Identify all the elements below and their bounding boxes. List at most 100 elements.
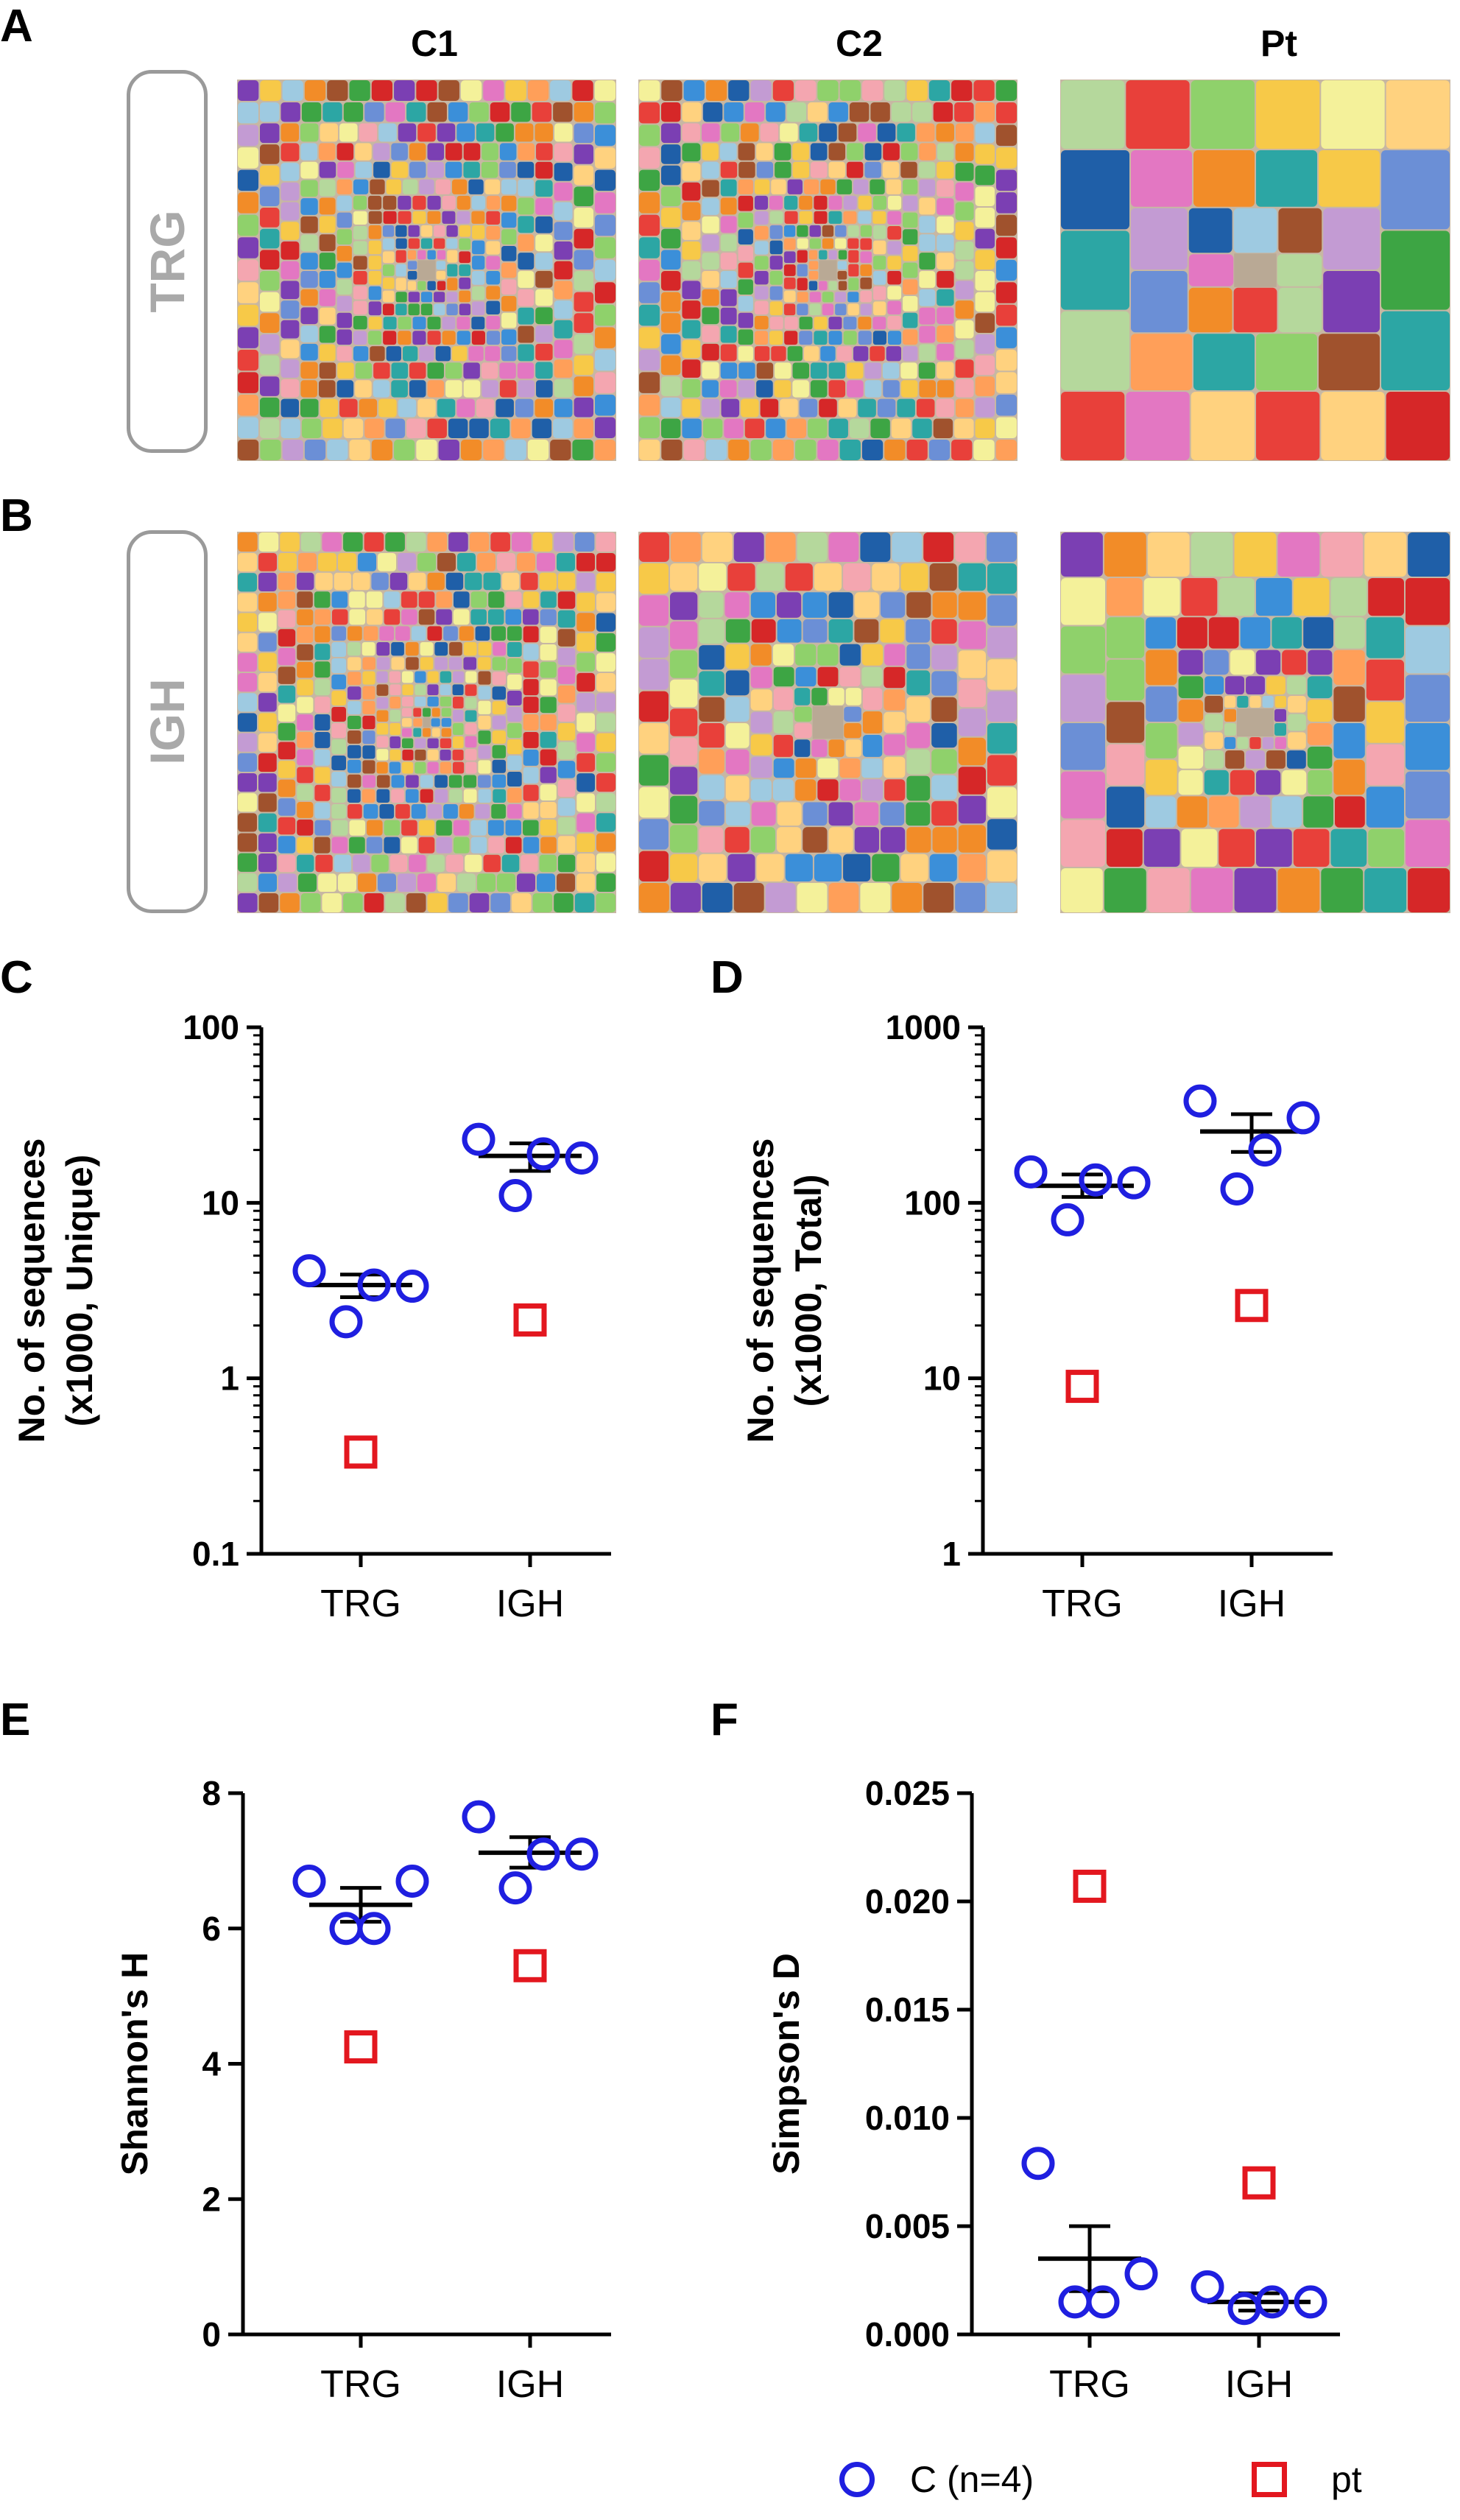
- y-tick-label: 0.015: [865, 1991, 950, 2029]
- control-point: [1117, 1166, 1151, 1200]
- control-point: [565, 1141, 599, 1175]
- panel-letter-f: F: [710, 1694, 738, 1745]
- y-tick-label: 100: [904, 1183, 961, 1222]
- control-point: [1294, 2285, 1327, 2319]
- control-point: [565, 1837, 599, 1871]
- control-point: [526, 1837, 560, 1871]
- patient-point: [344, 2030, 378, 2064]
- y-axis-label: No. of sequences: [740, 1138, 781, 1443]
- control-point: [526, 1137, 560, 1171]
- axes: 1 10 100 1000 TRG IGH No. of sequences (x1000, …: [740, 1008, 1333, 1625]
- patient-point: [513, 1949, 547, 1982]
- y-axis-label: Simpson's D: [766, 1953, 807, 2175]
- chart-shannon: 0 2 4 6 8 TRG IGH Shannon's H: [114, 1774, 611, 2406]
- y-tick-label: 0.1: [192, 1535, 239, 1573]
- x-tick-label: TRG: [320, 2363, 401, 2406]
- y-axis-label: No. of sequences: [11, 1138, 52, 1443]
- legend: C (n=4) pt: [839, 2458, 1458, 2510]
- patient-point: [1073, 1869, 1107, 1903]
- y-tick-label: 1: [220, 1359, 239, 1398]
- y-tick-label: 0.010: [865, 2099, 950, 2137]
- control-point: [329, 1305, 363, 1339]
- x-tick-label: IGH: [496, 1583, 564, 1625]
- x-tick-label: IGH: [1218, 1583, 1286, 1625]
- mean-sem-bar: [309, 1886, 412, 1924]
- y-tick-label: 10: [923, 1359, 961, 1398]
- control-point: [1183, 1084, 1217, 1118]
- treemap-igh-pt: [1060, 532, 1450, 913]
- treemap-trg-c1: [237, 80, 616, 461]
- row-label-igh: IGH: [140, 678, 194, 765]
- control-point: [1124, 2257, 1158, 2291]
- control-point: [1058, 2285, 1092, 2319]
- treemap-trg-pt: [1060, 80, 1450, 461]
- control-point: [1191, 2270, 1224, 2303]
- treemap-mosaic: [237, 80, 616, 461]
- control-point: [1248, 1133, 1282, 1167]
- control-point: [357, 1268, 391, 1302]
- control-point: [462, 1800, 496, 1834]
- patient-point: [344, 1435, 378, 1469]
- y-axis-label-line2: (x1000, Unique): [59, 1155, 100, 1427]
- control-point: [498, 1871, 532, 1905]
- chart-total-sequences: 1 10 100 1000 TRG IGH No. of sequences (x1000, …: [740, 1008, 1333, 1625]
- legend-label-control: C (n=4): [910, 2459, 1034, 2500]
- control-point: [329, 1912, 363, 1946]
- control-point: [357, 1912, 391, 1946]
- control-point: [292, 1864, 326, 1898]
- panel-letter-b: B: [0, 490, 33, 541]
- y-tick-label: 6: [202, 1910, 221, 1948]
- axes: 0.000 0.005 0.010 0.015 0.020 0.025 TRG IGH Simp…: [766, 1774, 1340, 2406]
- control-point: [462, 1122, 496, 1156]
- mean-sem-bar: [1038, 2224, 1141, 2293]
- x-tick-label: TRG: [1042, 1583, 1123, 1625]
- legend-item-control: C (n=4): [839, 2458, 1034, 2501]
- treemap-igh-c2: [638, 532, 1018, 913]
- row-label-box-igh: IGH: [127, 530, 208, 913]
- chart-unique-sequences: 0.1 1 10 100 TRG IGH No. of sequences (x1000, U…: [11, 1008, 611, 1625]
- control-point: [1227, 2292, 1261, 2326]
- y-tick-label: 0.020: [865, 1882, 950, 1921]
- y-tick-label: 0.000: [865, 2315, 950, 2354]
- row-label-trg: TRG: [140, 210, 194, 313]
- legend-circle-marker: [839, 2462, 875, 2497]
- treemap-mosaic: [638, 532, 1018, 913]
- y-tick-label: 0: [202, 2315, 221, 2354]
- patient-point: [1065, 1370, 1099, 1404]
- control-point: [395, 1270, 429, 1303]
- axes: 0 2 4 6 8 TRG IGH Shannon's H: [114, 1774, 611, 2406]
- patient-point: [513, 1303, 547, 1337]
- y-tick-label: 4: [202, 2045, 221, 2083]
- y-tick-label: 0.005: [865, 2207, 950, 2245]
- x-tick-label: IGH: [496, 2363, 564, 2406]
- column-title-pt: Pt: [1260, 23, 1297, 64]
- panel-letter-d: D: [710, 952, 744, 1003]
- patient-point: [1242, 2166, 1276, 2200]
- control-point: [1051, 1203, 1085, 1236]
- legend-label-patient: pt: [1331, 2459, 1362, 2500]
- y-axis-label: Shannon's H: [114, 1952, 155, 2176]
- x-tick-label: TRG: [320, 1583, 401, 1625]
- panel-letter-e: E: [0, 1694, 31, 1745]
- panel-letter-a: A: [0, 1, 33, 52]
- row-label-box-trg: TRG: [127, 70, 208, 453]
- y-tick-label: 1: [942, 1535, 961, 1573]
- y-tick-label: 2: [202, 2180, 221, 2218]
- y-tick-label: 0.025: [865, 1774, 950, 1812]
- control-point: [1286, 1101, 1320, 1135]
- legend-item-patient: pt: [1252, 2458, 1362, 2501]
- treemap-igh-c1: [237, 532, 616, 913]
- legend-square-marker: [1252, 2462, 1287, 2497]
- treemap-mosaic: [237, 532, 616, 913]
- control-point: [1220, 1172, 1254, 1206]
- control-point: [1079, 1163, 1112, 1197]
- panel-letter-c: C: [0, 952, 33, 1003]
- control-point: [498, 1178, 532, 1212]
- treemap-mosaic: [1060, 80, 1450, 461]
- y-tick-label: 8: [202, 1774, 221, 1812]
- control-point: [1014, 1155, 1048, 1189]
- column-title-c2: C2: [836, 23, 883, 64]
- x-tick-label: IGH: [1225, 2363, 1293, 2406]
- x-tick-label: TRG: [1049, 2363, 1130, 2406]
- control-point: [292, 1254, 326, 1288]
